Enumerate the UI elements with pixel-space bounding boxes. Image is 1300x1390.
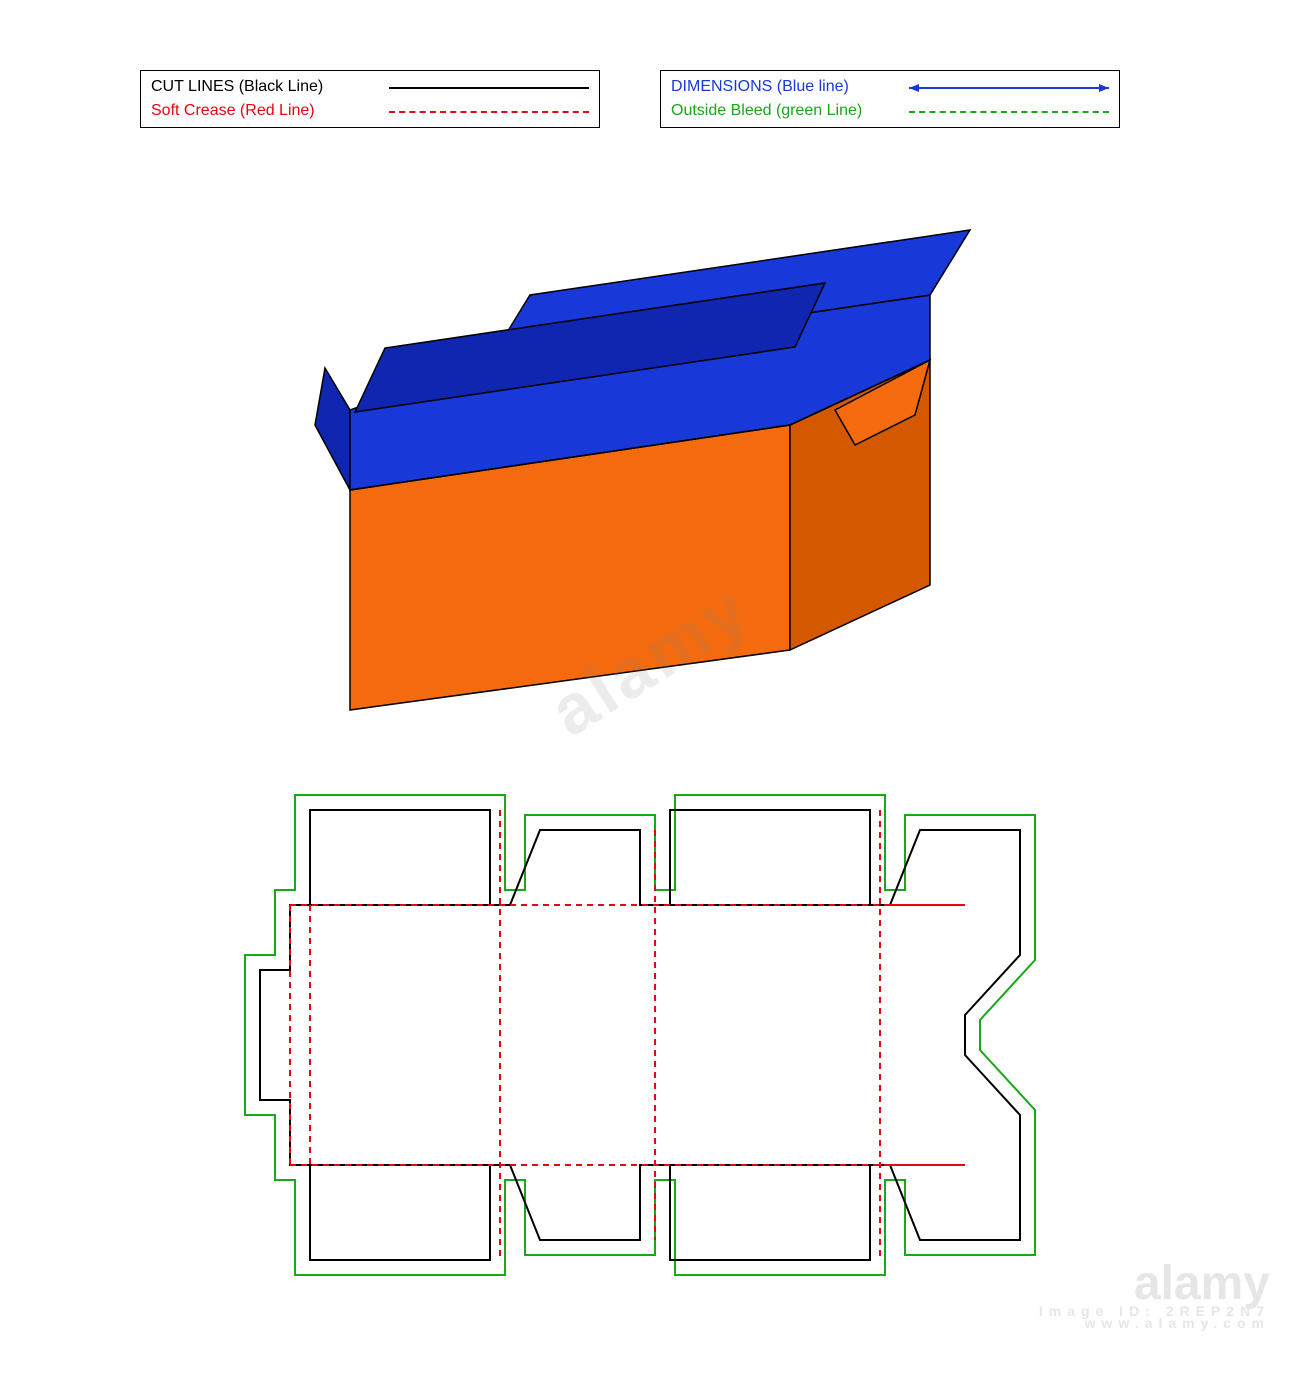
box-3d-svg bbox=[270, 210, 1030, 730]
legend-box-left: CUT LINES (Black Line) Soft Crease (Red … bbox=[140, 70, 600, 128]
box-left-flap bbox=[315, 368, 350, 490]
legend-row-cut: CUT LINES (Black Line) bbox=[151, 75, 589, 99]
legend-box-right: DIMENSIONS (Blue line) Outside Bleed (gr… bbox=[660, 70, 1120, 128]
legend-row-bleed: Outside Bleed (green Line) bbox=[671, 99, 1109, 123]
dieline-svg bbox=[220, 760, 1080, 1300]
legend-sample-crease bbox=[389, 101, 589, 121]
legend-label-dim: DIMENSIONS (Blue line) bbox=[671, 78, 849, 96]
dieline-crease-lines bbox=[290, 810, 965, 1260]
watermark-corner-id: Image ID: 2REP2N7 bbox=[1039, 1305, 1270, 1318]
legend-container: CUT LINES (Black Line) Soft Crease (Red … bbox=[140, 70, 1120, 128]
legend-sample-cut bbox=[389, 77, 589, 97]
legend-label-cut: CUT LINES (Black Line) bbox=[151, 78, 323, 96]
legend-sample-dim bbox=[909, 77, 1109, 97]
box-3d-render bbox=[270, 210, 1030, 735]
legend-row-crease: Soft Crease (Red Line) bbox=[151, 99, 589, 123]
legend-row-dim: DIMENSIONS (Blue line) bbox=[671, 75, 1109, 99]
watermark-corner-main: alamy bbox=[1134, 1257, 1270, 1310]
dieline-template bbox=[220, 760, 1080, 1305]
legend-label-crease: Soft Crease (Red Line) bbox=[151, 102, 315, 120]
legend-label-bleed: Outside Bleed (green Line) bbox=[671, 102, 862, 120]
legend-sample-bleed bbox=[909, 101, 1109, 121]
watermark-corner-url: www.alamy.com bbox=[1039, 1317, 1270, 1330]
